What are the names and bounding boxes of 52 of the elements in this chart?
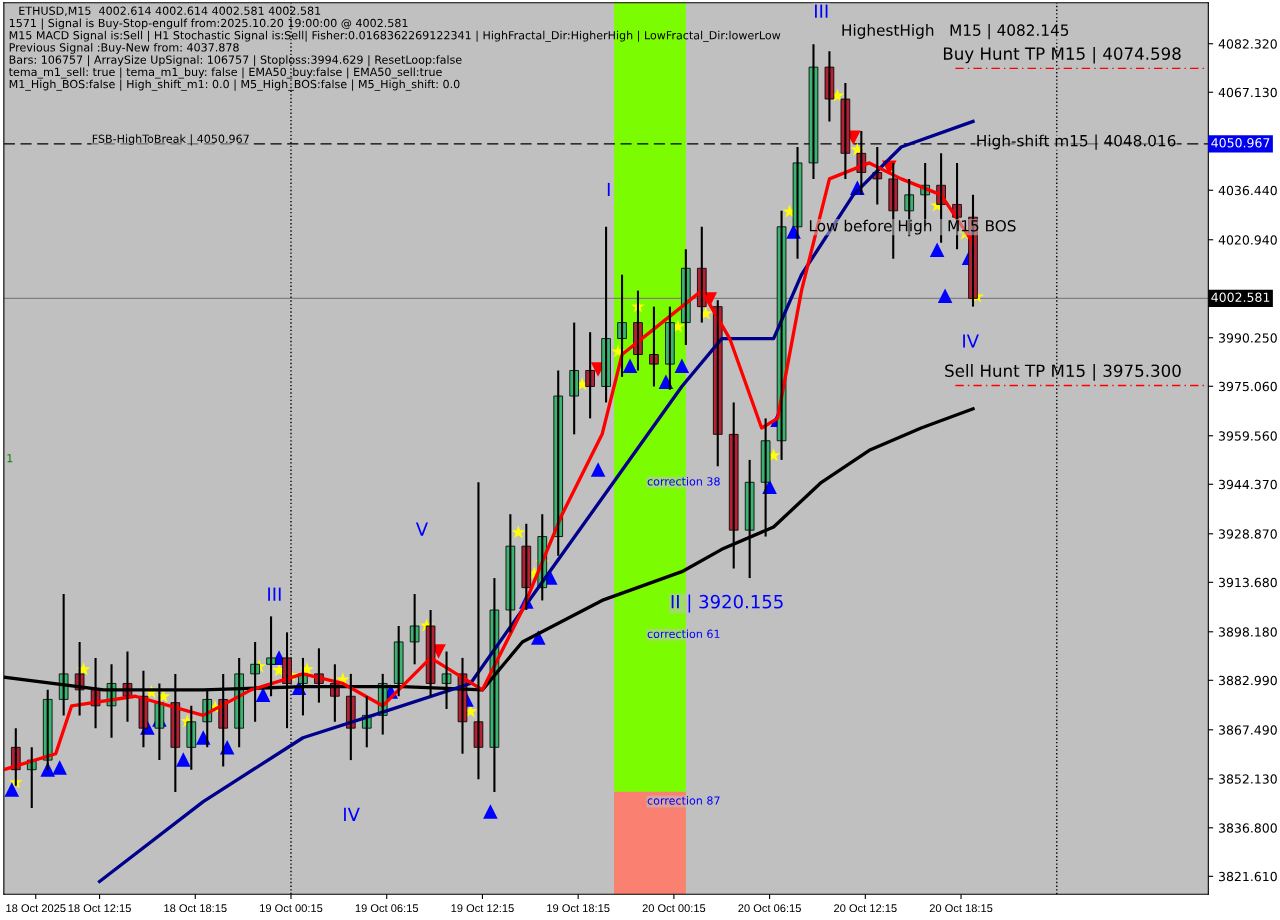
annotation: III [268, 587, 281, 601]
ref-line-label: 4050.967 [1211, 138, 1270, 148]
ref-line-label: 4002.581 [1211, 292, 1270, 303]
y-tick-label: 3913.680 [1219, 577, 1277, 588]
y-tick-label: 4082.320 [1218, 39, 1277, 49]
ref-line-label: Buy Hunt TP M15 | 4074.598 [943, 46, 1181, 64]
y-tick-label: 3852.130 [1219, 774, 1277, 784]
y-tick-label: 3990.250 [1219, 333, 1277, 343]
x-tick-label: 20 Oct 06:15 [738, 904, 801, 913]
y-tick-label: 3928.870 [1219, 529, 1277, 539]
chart-title: ETHUSD,M15 4002.614 4002.614 4002.581 4002.581 [19, 6, 321, 17]
y-tick-label: 4036.440 [1218, 185, 1277, 196]
annotation: Previous Signal :Buy-New from: 4037.878 [9, 42, 239, 54]
annotation: M1_High_BOS:false | High_shift_m1: 0.0 | M5_High_BOS:false | M5_High_shift: 0.0 [9, 79, 460, 91]
x-tick-label: 19 Oct 12:15 [451, 904, 514, 913]
x-tick-label: 18 Oct 2025 [6, 904, 66, 913]
annotation: III [815, 4, 828, 18]
y-tick-label: 3836.800 [1219, 823, 1277, 833]
y-tick-label: 3975.060 [1219, 381, 1277, 392]
y-tick-label: 4020.940 [1218, 235, 1277, 245]
y-tick-label: 3898.180 [1219, 627, 1277, 637]
annotation: correction 61 [647, 629, 720, 639]
annotation: FSB-HighToBreak | 4050.967 [92, 134, 249, 146]
y-tick-label: 3882.990 [1219, 675, 1277, 686]
y-tick-label: 3821.610 [1219, 871, 1277, 882]
annotation: Low before High M15 BOS [809, 219, 1016, 235]
x-tick-label: 18 Oct 18:15 [164, 904, 227, 913]
annotation: correction 38 [647, 476, 720, 486]
annotation: 1 [7, 454, 13, 463]
annotation: IV [963, 334, 979, 348]
x-tick-label: 18 Oct 12:15 [68, 904, 131, 913]
annotation: HighestHigh M15 | 4082.145 [842, 24, 1069, 40]
annotation: tema_m1_sell: true | tema_m1_buy: false | EMA50_buy:false | EMA50_sell:true [8, 67, 442, 79]
ref-line-label: Sell Hunt TP M15 | 3975.300 [945, 364, 1181, 381]
annotation: 1571 | Signal is Buy-Stop-engulf from:2025.10.20 19:00:00 @ 4002.581 [9, 18, 408, 30]
annotation: II | 3920.155 [671, 594, 783, 613]
annotation: IV [344, 807, 360, 821]
y-tick-label: 3944.370 [1219, 479, 1277, 490]
annotation: V [415, 522, 428, 536]
x-tick-label: 19 Oct 18:15 [547, 904, 610, 913]
x-tick-label: 20 Oct 18:15 [929, 904, 993, 913]
y-tick-label: 3867.490 [1219, 725, 1277, 735]
annotation: High-shift m15 | 4048.016 [977, 134, 1176, 150]
y-tick-label: 4067.130 [1218, 87, 1277, 98]
x-tick-label: 19 Oct 00:15 [260, 904, 323, 913]
annotation: correction 87 [647, 796, 720, 805]
annotation: Bars: 106757 | ArraySize UpSignal: 106757 | Stoploss:3994.629 | ResetLoop:false [9, 55, 462, 67]
y-tick-label: 3959.560 [1219, 431, 1277, 441]
x-tick-label: 19 Oct 06:15 [355, 904, 419, 913]
annotation: I [607, 182, 610, 197]
x-tick-label: 20 Oct 12:15 [834, 904, 897, 913]
x-tick-label: 20 Oct 00:15 [642, 904, 706, 913]
